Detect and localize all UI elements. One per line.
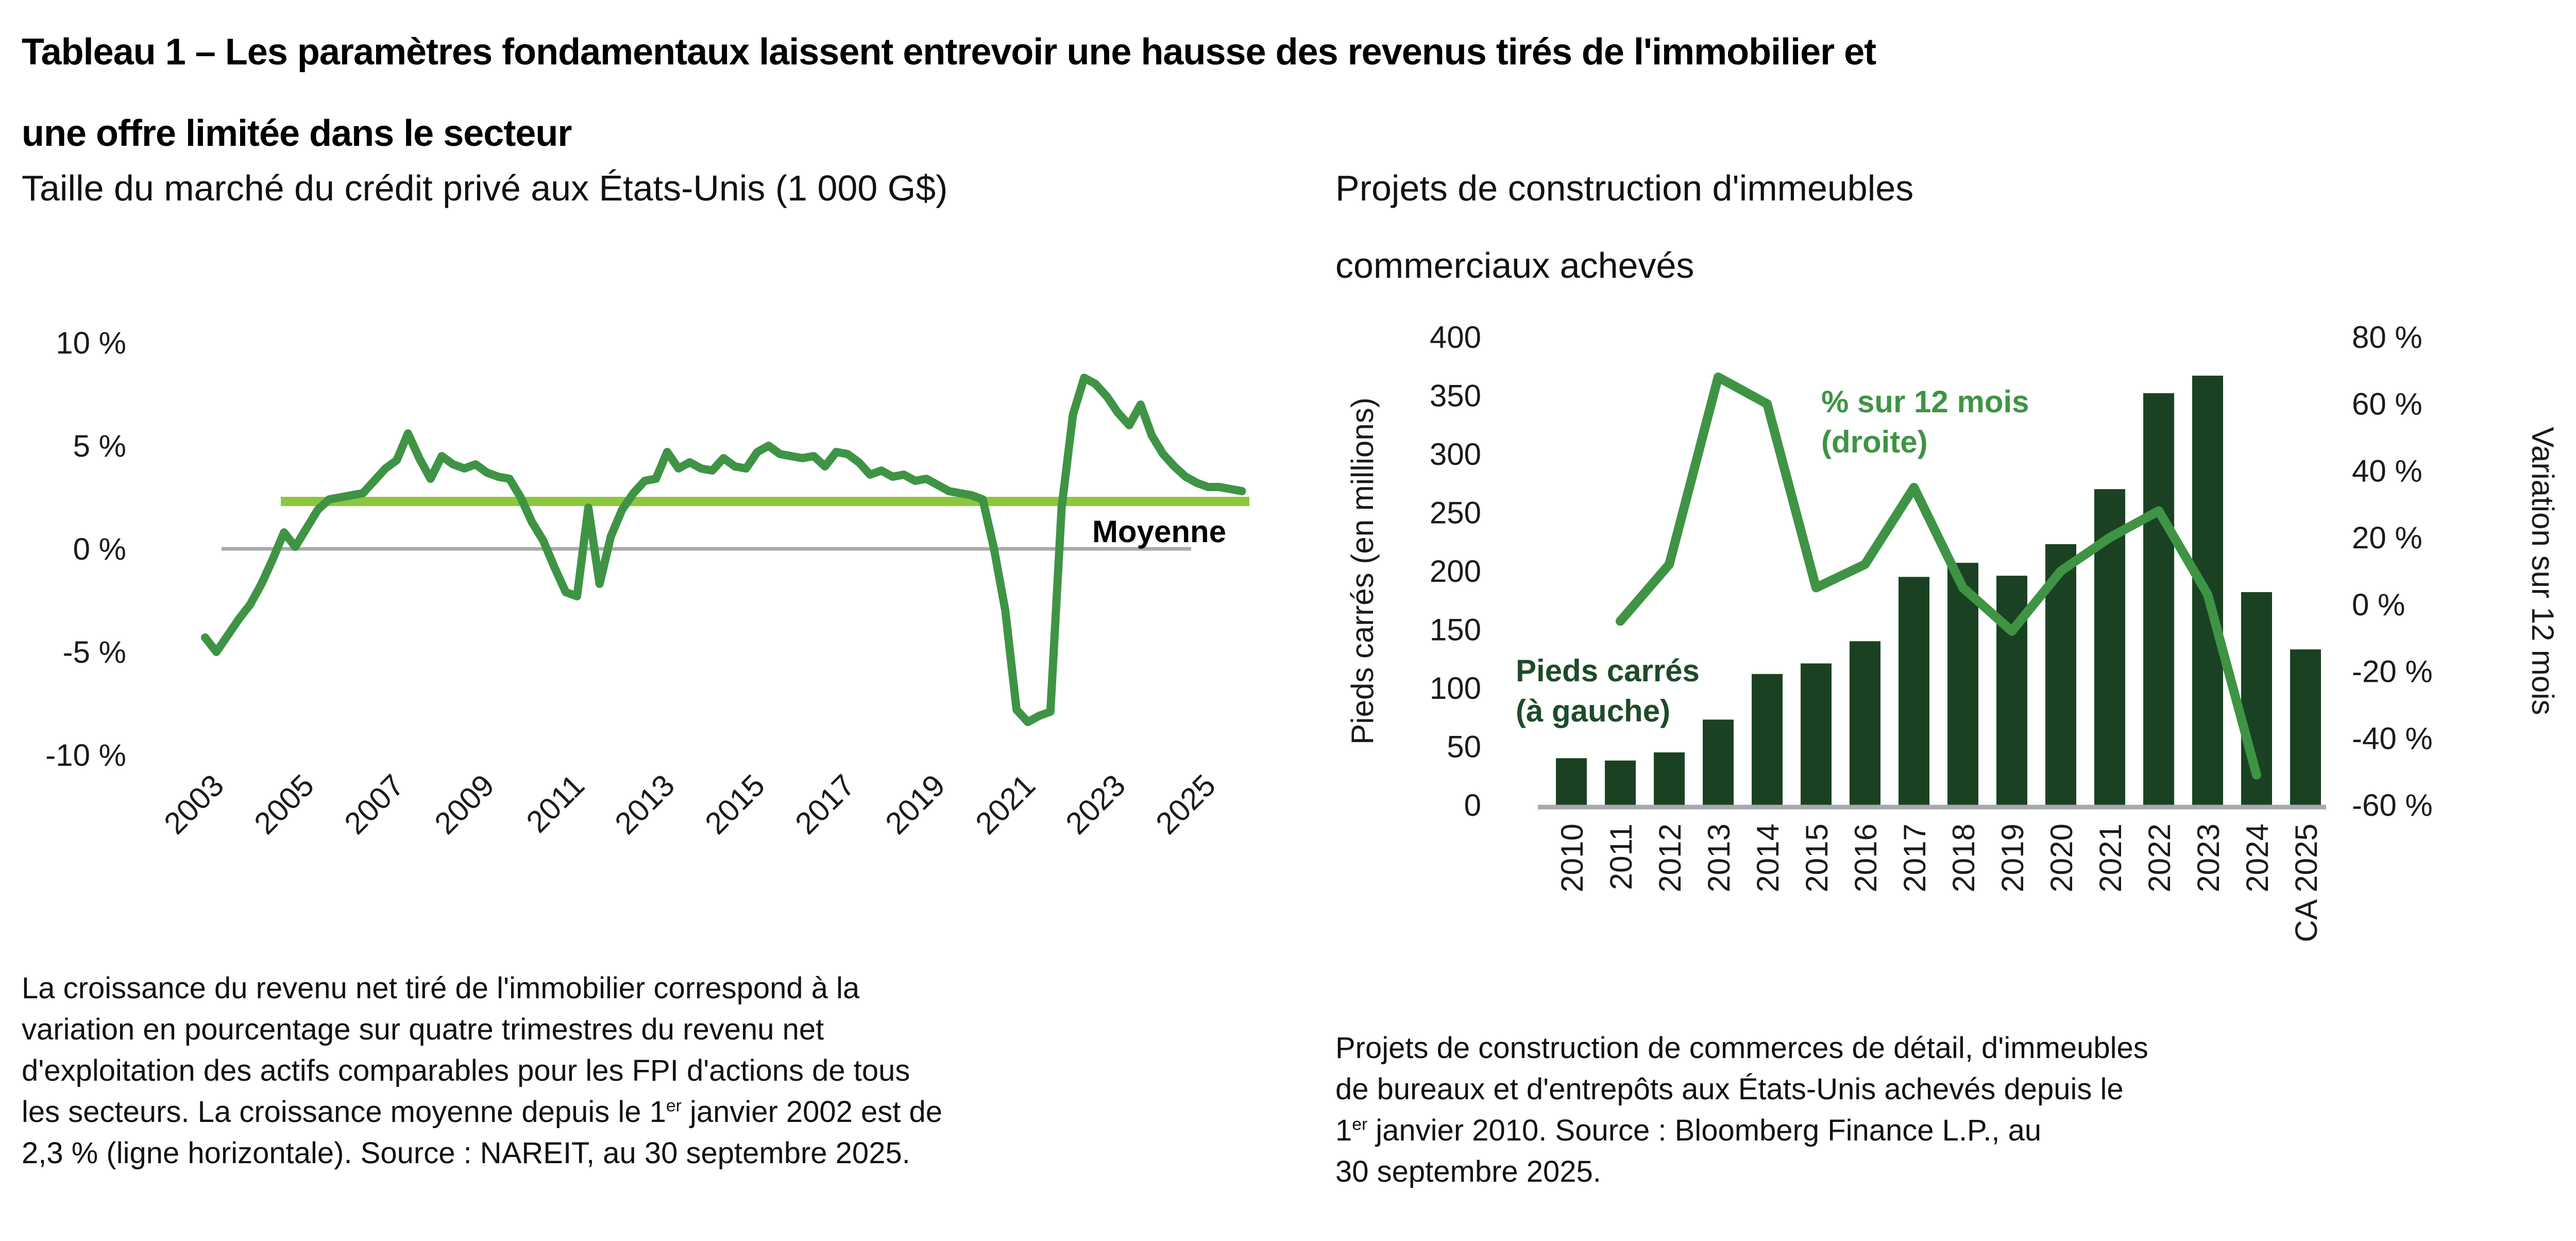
left-axis-title: Pieds carrés (en millions) — [1345, 397, 1380, 745]
right-chart-footnote: Projets de construction de commerces de … — [1335, 1031, 2148, 1188]
svg-text:20 %: 20 % — [2352, 521, 2422, 555]
bar-CA 2025 — [2290, 649, 2321, 805]
bar-2018 — [1947, 563, 1978, 805]
construction-completions-chart-svg: 400 350 300 250 200 150 100 50 0 80 % 60 % 40 % 20 %… — [1345, 320, 2560, 942]
svg-text:2013: 2013 — [608, 768, 681, 841]
svg-text:2019: 2019 — [1995, 824, 2030, 892]
svg-text:2011: 2011 — [1604, 824, 1638, 890]
svg-text:0: 0 — [1464, 788, 1481, 823]
svg-text:2023: 2023 — [1059, 768, 1132, 841]
bars-series — [1556, 375, 2321, 806]
svg-text:-5 %: -5 % — [63, 635, 126, 669]
bar-2010 — [1556, 758, 1587, 805]
svg-text:-20 %: -20 % — [2352, 655, 2433, 689]
bar-2017 — [1899, 577, 1929, 805]
svg-text:2017: 2017 — [1897, 824, 1932, 892]
svg-text:50: 50 — [1447, 730, 1481, 764]
svg-text:2021: 2021 — [969, 768, 1042, 841]
svg-text:2023: 2023 — [2191, 824, 2226, 892]
svg-text:2015: 2015 — [1800, 824, 1834, 892]
right-chart-subtitle: Projets de construction d'immeubles comme… — [1335, 168, 1914, 286]
right-chart-left-tick-labels: 400 350 300 250 200 150 100 50 0 — [1430, 320, 1481, 823]
svg-text:2007: 2007 — [337, 768, 411, 841]
svg-text:-60 %: -60 % — [2352, 788, 2433, 823]
yoy-change-line — [1616, 372, 2261, 780]
bar-2019 — [1996, 576, 2027, 805]
svg-text:40 %: 40 % — [2352, 454, 2422, 488]
average-line-label: Moyenne — [1092, 514, 1226, 549]
svg-text:300: 300 — [1430, 437, 1481, 472]
svg-text:2016: 2016 — [1849, 824, 1883, 892]
svg-text:2024: 2024 — [2240, 824, 2275, 892]
bar-2011 — [1605, 760, 1636, 805]
left-chart-y-tick-labels: 10 % 5 % 0 % -5 % -10 % — [45, 326, 126, 773]
svg-text:2021: 2021 — [2093, 824, 2128, 892]
svg-text:400: 400 — [1430, 320, 1481, 355]
svg-text:2022: 2022 — [2142, 824, 2177, 892]
svg-text:250: 250 — [1430, 496, 1481, 530]
left-chart-subtitle: Taille du marché du crédit privé aux Éta… — [22, 168, 948, 208]
svg-text:Pieds carrés: Pieds carrés — [1516, 653, 1700, 688]
svg-text:100: 100 — [1430, 671, 1481, 706]
bar-2015 — [1801, 663, 1832, 805]
svg-text:2020: 2020 — [2044, 824, 2079, 892]
svg-text:-10 %: -10 % — [45, 738, 126, 773]
page-title: Tableau 1 – Les paramètres fondamentaux … — [22, 31, 1876, 154]
svg-text:60 %: 60 % — [2352, 387, 2422, 422]
svg-text:% sur 12 mois: % sur 12 mois — [1821, 384, 2029, 419]
bar-2012 — [1654, 752, 1685, 806]
left-chart-footnote: La croissance du revenu net tiré de l'im… — [22, 971, 943, 1170]
svg-text:0 %: 0 % — [73, 532, 126, 566]
svg-text:200: 200 — [1430, 554, 1481, 589]
svg-text:2009: 2009 — [428, 768, 501, 841]
svg-text:2017: 2017 — [788, 768, 861, 841]
svg-text:-40 %: -40 % — [2352, 721, 2433, 756]
svg-text:2013: 2013 — [1702, 824, 1736, 892]
svg-text:2025: 2025 — [1149, 768, 1222, 841]
svg-text:2012: 2012 — [1653, 824, 1687, 892]
svg-text:350: 350 — [1430, 379, 1481, 413]
svg-text:150: 150 — [1430, 613, 1481, 647]
yoy-line-legend-label: % sur 12 mois (droite) — [1821, 384, 2029, 459]
left-chart-x-tick-labels: 2003 2005 2007 2009 2011 2013 2015 2017 2019 2021… — [157, 768, 1222, 841]
svg-text:2015: 2015 — [698, 768, 771, 841]
svg-text:80 %: 80 % — [2352, 320, 2422, 355]
right-chart-right-tick-labels: 80 % 60 % 40 % 20 % 0 % -20 % -40 % -60 % — [2352, 320, 2433, 823]
bar-2013 — [1703, 719, 1734, 805]
bar-2022 — [2143, 393, 2174, 805]
noi-growth-line-chart: 10 % 5 % 0 % -5 % -10 % Moyenne 2003 2005 2007 20… — [21, 289, 1278, 979]
svg-text:(droite): (droite) — [1821, 425, 1928, 459]
svg-text:2019: 2019 — [878, 768, 952, 841]
svg-text:2018: 2018 — [1946, 824, 1981, 892]
svg-text:CA 2025: CA 2025 — [2289, 824, 2324, 942]
svg-text:2010: 2010 — [1555, 824, 1589, 892]
right-axis-title: Variation sur 12 mois — [2526, 427, 2560, 715]
svg-text:2014: 2014 — [1751, 824, 1785, 892]
svg-text:2003: 2003 — [157, 768, 230, 841]
bar-2016 — [1850, 641, 1880, 805]
bar-2014 — [1752, 674, 1783, 805]
svg-text:(à gauche): (à gauche) — [1516, 694, 1670, 728]
svg-text:5 %: 5 % — [73, 429, 126, 463]
noi-growth-line — [201, 374, 1246, 726]
right-chart-x-tick-labels: 2010 2011 2012 2013 2014 2015 2016 2017 2018 2019… — [1555, 824, 2324, 942]
svg-text:0 %: 0 % — [2352, 588, 2405, 622]
bars-legend-label: Pieds carrés (à gauche) — [1516, 653, 1700, 728]
construction-completions-chart: 400 350 300 250 200 150 100 50 0 80 % 60 % 40 % 20 %… — [1334, 289, 2561, 1010]
svg-text:2005: 2005 — [247, 768, 320, 841]
svg-text:2011: 2011 — [520, 768, 591, 840]
svg-text:10 %: 10 % — [56, 326, 126, 360]
